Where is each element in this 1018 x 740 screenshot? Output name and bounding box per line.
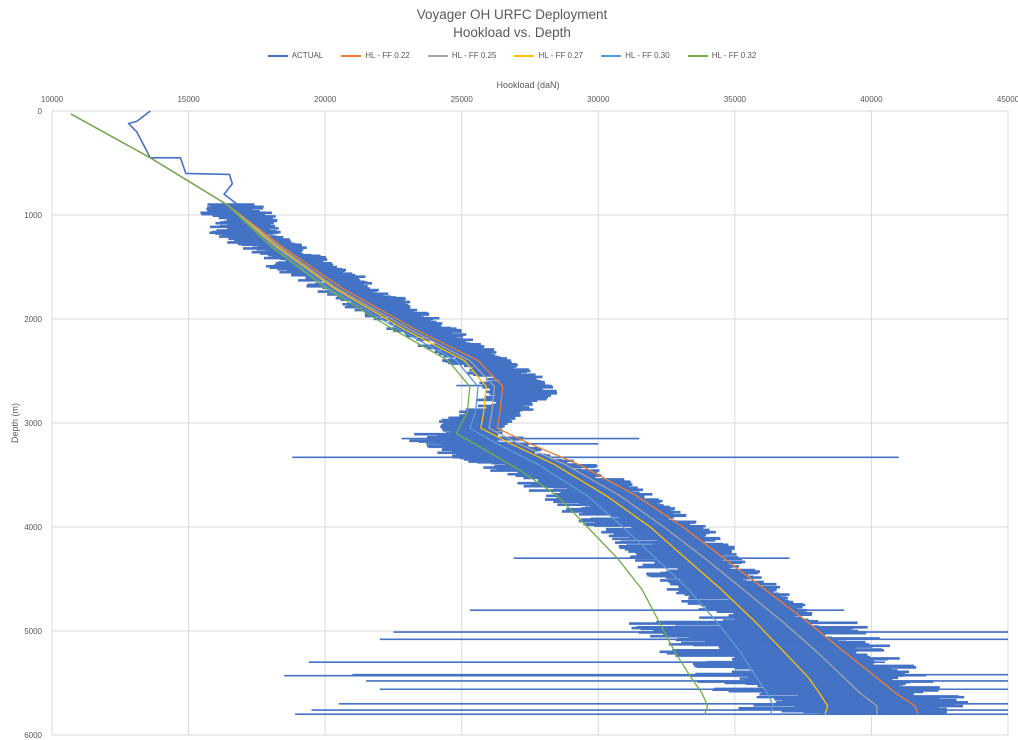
legend-item-actual[interactable]: ACTUAL [267,51,324,60]
series-line [127,110,900,715]
series-hl-ff-0-22 [70,113,919,715]
legend-swatch [341,54,362,57]
y-tick-label: 3000 [24,419,42,428]
legend-item-ff-030[interactable]: HL - FF 0.30 [601,51,670,60]
chart-legend: ACTUAL HL - FF 0.22 HL - FF 0.25 HL - FF… [0,51,1018,60]
legend-swatch [601,54,622,57]
series-line [70,113,919,715]
legend-label: HL - FF 0.22 [365,51,410,60]
series-hl-ff-0-30 [70,113,774,715]
series-hl-ff-0-32 [70,113,709,715]
legend-item-ff-025[interactable]: HL - FF 0.25 [427,51,497,60]
x-tick-label: 40000 [860,95,883,104]
series-layer [70,110,1008,716]
x-tick-label: 45000 [997,95,1018,104]
y-tick-label: 2000 [24,315,42,324]
y-tick-label: 6000 [24,731,42,740]
series-line [70,113,774,715]
x-tick-label: 20000 [314,95,337,104]
legend-swatch [687,54,708,57]
series-actual [127,110,1008,716]
x-tick-label: 15000 [177,95,200,104]
legend-swatch [427,54,448,57]
x-tick-label: 35000 [724,95,747,104]
y-tick-label: 1000 [24,211,42,220]
x-axis-title: Hookload (daN) [496,80,559,90]
legend-label: HL - FF 0.30 [625,51,670,60]
series-line [70,113,709,715]
legend-swatch [267,54,288,57]
legend-item-ff-022[interactable]: HL - FF 0.22 [341,51,410,60]
legend-label: HL - FF 0.25 [451,51,497,60]
series-hl-ff-0-25 [70,113,878,715]
legend-swatch [514,54,535,57]
legend-label: HL - FF 0.32 [711,51,757,60]
legend-item-ff-032[interactable]: HL - FF 0.32 [687,51,757,60]
series-hl-ff-0-27 [70,113,829,715]
series-line [70,113,878,715]
axes: 10000 15000 20000 25000 30000 35000 40000 45000… [24,95,1018,740]
series-line [70,113,829,715]
y-axis-title: Depth (m) [10,403,20,443]
chart-title: Voyager OH URFC Deployment [416,7,608,22]
x-tick-label: 10000 [41,95,64,104]
y-tick-label: 4000 [24,523,42,532]
y-tick-label: 0 [38,107,43,116]
chart-subtitle: Hookload vs. Depth [453,25,571,40]
legend-label: ACTUAL [291,51,324,60]
legend-label: HL - FF 0.27 [538,51,584,60]
x-tick-label: 25000 [451,95,474,104]
legend-item-ff-027[interactable]: HL - FF 0.27 [514,51,583,60]
chart-title-block: Voyager OH URFC Deployment Hookload vs. … [0,6,1018,42]
x-tick-label: 30000 [587,95,610,104]
y-tick-label: 5000 [24,627,42,636]
